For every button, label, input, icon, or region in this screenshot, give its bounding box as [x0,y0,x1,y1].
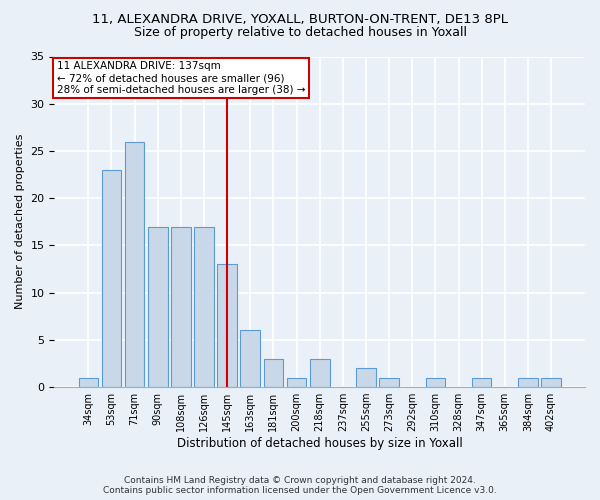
Bar [241,330,260,387]
Bar [356,368,376,387]
Bar [541,378,561,387]
Bar [217,264,237,387]
Bar [101,170,121,387]
Bar [148,226,167,387]
Bar [79,378,98,387]
Text: 11 ALEXANDRA DRIVE: 137sqm
← 72% of detached houses are smaller (96)
28% of semi: 11 ALEXANDRA DRIVE: 137sqm ← 72% of deta… [57,62,305,94]
Bar [425,378,445,387]
Bar [194,226,214,387]
Bar [472,378,491,387]
Bar [518,378,538,387]
Bar [379,378,399,387]
Bar [287,378,307,387]
Y-axis label: Number of detached properties: Number of detached properties [15,134,25,310]
Text: Size of property relative to detached houses in Yoxall: Size of property relative to detached ho… [133,26,467,39]
Bar [310,358,329,387]
Bar [263,358,283,387]
Text: Contains HM Land Registry data © Crown copyright and database right 2024.
Contai: Contains HM Land Registry data © Crown c… [103,476,497,495]
Bar [171,226,191,387]
X-axis label: Distribution of detached houses by size in Yoxall: Distribution of detached houses by size … [177,437,463,450]
Text: 11, ALEXANDRA DRIVE, YOXALL, BURTON-ON-TRENT, DE13 8PL: 11, ALEXANDRA DRIVE, YOXALL, BURTON-ON-T… [92,12,508,26]
Bar [125,142,145,387]
